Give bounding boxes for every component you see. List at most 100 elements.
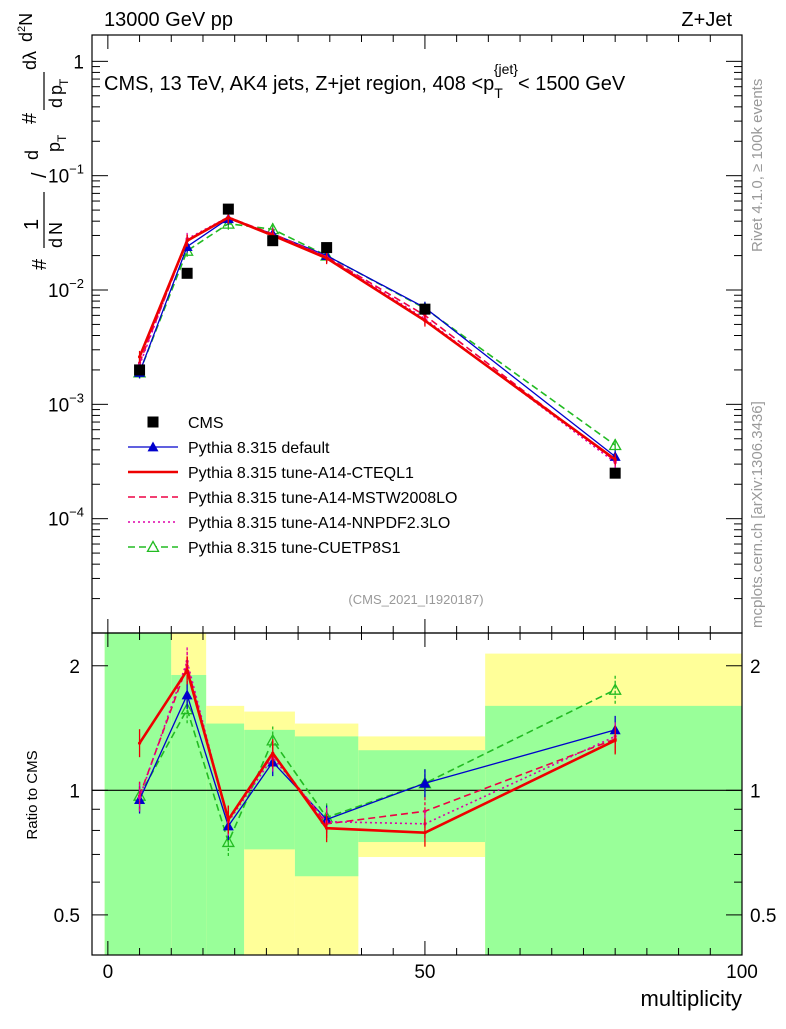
main-point-s1-p0: [137, 355, 142, 359]
ratio-point-s1-p4: [325, 826, 329, 830]
process-label: Z+Jet: [681, 9, 732, 31]
ratio-band-green-6: [485, 705, 742, 955]
main-line-series-4: [138, 222, 616, 446]
cms-point-4: [321, 242, 333, 254]
ratio-y-tick-label-1: 1: [69, 781, 80, 802]
main-point-s1-p2: [226, 215, 230, 220]
ylabel-dN: d2N: [16, 13, 36, 42]
plot-title-main: CMS, 13 TeV, AK4 jets, Z+jet region, 408…: [104, 73, 494, 95]
ylabel-d: d: [46, 238, 66, 248]
cms-point-2: [222, 203, 234, 215]
energy-label: 13000 GeV pp: [104, 9, 233, 31]
plot-title-sup: {jet}: [494, 61, 518, 77]
ylabel-one: 1: [21, 219, 43, 230]
mcplots-label: mcplots.cern.ch [arXiv:1306.3436]: [749, 401, 766, 628]
y-tick-labels: 10−4 10−3 10−2 10−1 1: [48, 52, 84, 530]
ratio-y-tick-label-right-2: 2: [750, 657, 761, 678]
legend: CMS Pythia 8.315 default Pythia 8.315 tune…: [128, 415, 457, 557]
legend-label-1: Pythia 8.315 tune-A14-CTEQL1: [188, 465, 414, 482]
ylabel-dp: dp: [46, 85, 66, 108]
legend-label-4: Pythia 8.315 tune-CUETP8S1: [188, 540, 401, 557]
ratio-plot-frame: [91, 632, 743, 956]
cms-point-5: [419, 303, 431, 315]
x-tick-label-2: 100: [726, 962, 758, 983]
ratio-y-tick-label-right-0: 0.5: [750, 906, 776, 927]
y-axis-label: # 1 dN / d p T # dp T dλ d2N: [16, 13, 71, 270]
cms-point-0: [134, 364, 146, 376]
ratio-point-s4-p2: [221, 835, 235, 848]
ratio-point-s1-p3: [271, 751, 275, 755]
legend-entry-2: Pythia 8.315 tune-A14-MSTW2008LO: [128, 490, 457, 507]
ylabel-two: 2: [16, 26, 28, 32]
ylabel-N: N: [46, 222, 66, 235]
ylabel-d4: d: [16, 32, 36, 42]
legend-entry-0: Pythia 8.315 default: [128, 440, 330, 457]
rivet-version-label: Rivet 4.1.0, ≥ 100k events: [749, 79, 766, 252]
analysis-id: (CMS_2021_I1920187): [348, 592, 483, 607]
x-axis-label: multiplicity: [641, 986, 742, 1011]
ratio-point-s1-p1: [185, 668, 189, 672]
legend-label-0: Pythia 8.315 default: [188, 440, 330, 457]
ylabel-N2: N: [16, 13, 36, 26]
axis-ticks: [92, 35, 743, 956]
ratio-band-green-3: [244, 729, 295, 850]
plot-title-sub: T: [494, 85, 503, 101]
ylabel-dlambda: dλ: [20, 51, 40, 70]
y-axis-label-text: #: [29, 258, 51, 270]
ylabel-T2: T: [57, 78, 71, 86]
main-point-s1-p1: [185, 239, 189, 243]
y-tick-label-1: 10−3: [48, 390, 84, 416]
legend-label-2: Pythia 8.315 tune-A14-MSTW2008LO: [188, 490, 457, 507]
ratio-point-s0-p1: [181, 689, 193, 700]
x-tick-label-1: 50: [414, 962, 435, 983]
main-point-s1-p4: [325, 256, 329, 260]
ratio-point-s1-p0: [137, 741, 142, 745]
ratio-point-s3-p0: [137, 796, 142, 800]
legend-marker-cms: [147, 416, 159, 428]
ratio-point-s0-p5: [419, 777, 431, 788]
ratio-y-tick-label-0: 0.5: [54, 906, 80, 927]
y-tick-label-0: 10−4: [48, 505, 84, 531]
y-tick-label-3: 10−1: [48, 162, 84, 188]
legend-entry-4: Pythia 8.315 tune-CUETP8S1: [128, 540, 401, 557]
x-tick-label-0: 0: [103, 962, 114, 983]
legend-entry-3: Pythia 8.315 tune-A14-NNPDF2.3LO: [128, 515, 450, 532]
ratio-y-tick-label-2: 2: [69, 657, 80, 678]
ratio-point-s4-p1: [180, 702, 194, 715]
main-point-s4-p2: [221, 216, 235, 229]
y-tick-label-2: 10−2: [48, 276, 84, 302]
main-point-s4-p6: [608, 438, 622, 451]
cms-point-3: [267, 235, 279, 247]
ratio-point-s4-p6: [608, 682, 622, 695]
ratio-bands: [104, 633, 742, 955]
x-tick-labels: 0 50 100: [103, 962, 758, 983]
legend-entry-cms: CMS: [147, 415, 224, 432]
ylabel-p: p: [44, 142, 64, 152]
ratio-y-axis-label: Ratio to CMS: [24, 750, 41, 839]
legend-marker-0: [147, 441, 159, 452]
ratio-y-tick-label-right-1: 1: [750, 781, 761, 802]
ratio-point-s1-p6: [613, 738, 617, 743]
ylabel-hash: #: [29, 258, 51, 270]
plot-title-end: < 1500 GeV: [518, 73, 626, 95]
legend-marker-4: [146, 540, 160, 553]
plot-title: CMS, 13 TeV, AK4 jets, Z+jet region, 408…: [104, 61, 626, 101]
legend-label-3: Pythia 8.315 tune-A14-NNPDF2.3LO: [188, 515, 450, 532]
ylabel-denominator: dN: [46, 222, 66, 248]
ylabel-slash: /: [29, 172, 51, 178]
ylabel-p2: p: [46, 85, 66, 95]
ratio-series-group: [132, 647, 622, 857]
cms-point-6: [609, 467, 621, 479]
ratio-point-s1-p2: [226, 817, 230, 822]
cms-point-1: [181, 267, 193, 279]
ylabel-d2: d: [22, 150, 42, 160]
ratio-point-s1-p5: [423, 831, 427, 835]
legend-label-cms: CMS: [188, 415, 224, 432]
main-point-s1-p5: [423, 319, 427, 323]
ratio-y-tick-labels: 0.5 0.5 1 1 2 2: [54, 657, 777, 927]
ylabel-d3: d: [46, 98, 66, 108]
ylabel-hash2: #: [19, 112, 41, 124]
cms-data-group: [134, 203, 621, 479]
